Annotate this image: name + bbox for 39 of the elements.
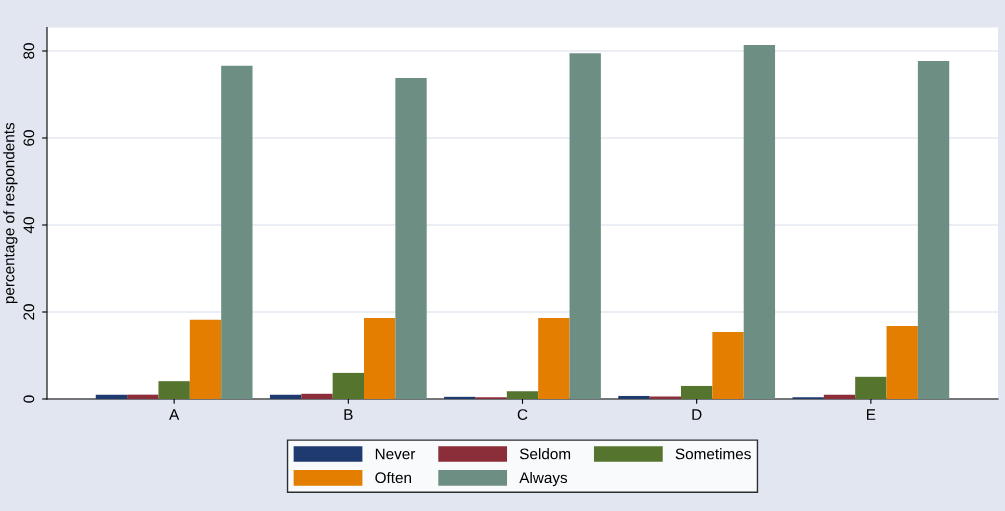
y-tick-label: 0 <box>23 395 35 403</box>
bar <box>917 61 950 399</box>
x-tick-label: E <box>867 409 876 420</box>
bar <box>538 318 570 399</box>
bar <box>743 44 776 399</box>
x-tick-label: B <box>344 409 353 420</box>
x-tick-label: C <box>517 409 528 420</box>
bar <box>95 394 128 399</box>
x-tick-label: D <box>692 409 702 420</box>
legend-label: Always <box>519 471 568 487</box>
legend-label: Often <box>375 471 411 484</box>
bar <box>221 65 253 399</box>
bar <box>395 77 427 399</box>
bar <box>127 394 159 399</box>
bar <box>269 394 302 399</box>
y-tick-label: 80 <box>23 43 35 59</box>
bar <box>855 376 887 399</box>
y-tick-label: 20 <box>23 304 35 320</box>
legend-label: Never <box>375 448 416 460</box>
bar <box>189 319 222 399</box>
bar <box>301 393 333 399</box>
legend-label: Seldom <box>519 448 571 460</box>
bar <box>618 395 650 399</box>
bar <box>506 391 539 399</box>
bar <box>823 394 856 399</box>
y-tick-label: 40 <box>23 217 35 234</box>
bar <box>681 385 713 399</box>
y-axis-title: percentage of respondents <box>3 122 18 304</box>
legend-label: Sometimes <box>675 448 751 460</box>
bar <box>332 372 364 399</box>
bar <box>886 325 918 399</box>
bar <box>569 53 601 399</box>
x-tick-label: A <box>169 409 180 420</box>
bar <box>712 332 744 399</box>
y-tick-label: 60 <box>23 130 35 146</box>
bar <box>444 396 476 399</box>
bar <box>649 396 681 399</box>
bar <box>158 381 190 399</box>
bar <box>364 318 396 399</box>
